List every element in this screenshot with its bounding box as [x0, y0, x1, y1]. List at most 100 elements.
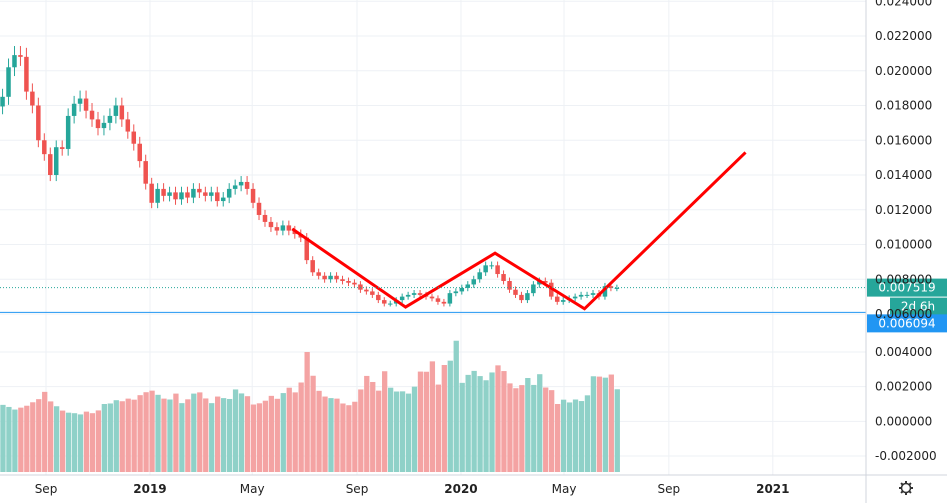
candle-body: [185, 192, 190, 198]
volume-bar: [12, 409, 18, 472]
w-pattern-drawing[interactable]: [291, 151, 747, 311]
candle-body: [0, 96, 5, 107]
candle-body: [131, 131, 137, 144]
volume-bar: [191, 393, 197, 472]
candle-body: [143, 161, 148, 184]
countdown-label: 2d 6h: [901, 300, 935, 314]
volume-bar: [364, 375, 370, 472]
volume-bar: [268, 395, 274, 472]
candle-body: [453, 291, 459, 294]
candle-body: [429, 296, 435, 299]
volume-bar: [596, 376, 603, 472]
volume-bar: [447, 360, 453, 472]
candle-body: [95, 119, 101, 129]
candle-body: [477, 272, 482, 280]
volume-bar: [83, 411, 90, 472]
candle-body: [513, 289, 518, 295]
volume-bar: [525, 378, 531, 472]
volume-bar: [322, 396, 328, 472]
volume-bar: [346, 405, 352, 472]
gear-icon[interactable]: [899, 481, 913, 495]
volume-bar: [358, 389, 364, 472]
volume-bar: [77, 414, 84, 472]
candle-body: [149, 183, 154, 203]
volume-bar: [417, 371, 424, 472]
candle-body: [107, 115, 113, 123]
candle-body: [316, 272, 321, 276]
volume-bar: [59, 410, 66, 472]
price-tick-label: 0.010000: [875, 238, 932, 252]
candle-body: [6, 67, 11, 97]
volume-bar: [614, 389, 620, 472]
candle-body: [36, 105, 41, 141]
volume-bar: [48, 401, 54, 472]
volume-bar: [501, 371, 507, 472]
candle-body: [405, 294, 411, 297]
volume-bar: [387, 387, 394, 472]
volume-bar: [244, 396, 251, 472]
volume-bar: [429, 361, 436, 472]
volume-bar: [256, 403, 263, 472]
candle-body: [155, 188, 160, 203]
price-tick-label: 0.006000: [875, 307, 932, 321]
candle-body: [417, 293, 423, 295]
volume-bars: [0, 340, 620, 472]
candle-body: [328, 275, 333, 280]
candle-body: [459, 287, 465, 292]
candle-body: [364, 289, 369, 292]
volume-bar: [95, 410, 102, 472]
volume-bar: [179, 403, 185, 472]
volume-bar: [203, 398, 209, 472]
candle-body: [268, 221, 274, 228]
volume-bar: [53, 406, 60, 472]
volume-bar: [549, 390, 555, 472]
candle-body: [411, 293, 417, 295]
volume-bar: [286, 387, 292, 472]
candle-body: [507, 280, 512, 290]
candle-body: [232, 185, 238, 189]
volume-bar: [328, 398, 334, 472]
volume-bar: [519, 385, 525, 472]
volume-bar: [513, 388, 519, 472]
volume-bar: [131, 399, 137, 472]
volume-bar: [238, 393, 245, 472]
volume-bar: [560, 399, 567, 472]
time-tick-label: May: [552, 482, 577, 496]
last-price-label: 0.007519: [878, 281, 935, 295]
volume-bar: [405, 393, 412, 472]
candle-body: [358, 284, 363, 290]
volume-tick-label: 0.000000: [875, 414, 932, 428]
candle-body: [101, 122, 107, 129]
price-tick-label: 0.022000: [875, 29, 932, 43]
volume-bar: [423, 371, 430, 472]
candle-body: [286, 225, 292, 231]
volume-bar: [608, 374, 614, 472]
volume-tick-label: 0.004000: [875, 345, 932, 359]
volume-bar: [262, 400, 269, 472]
volume-bar: [566, 402, 573, 472]
candle-body: [471, 279, 476, 285]
candle-body: [18, 55, 23, 57]
candle-body: [137, 143, 142, 162]
candle-body: [483, 265, 488, 273]
volume-bar: [602, 377, 608, 472]
candle-body: [65, 115, 71, 149]
volume-bar: [36, 399, 42, 472]
volume-bar: [30, 402, 36, 472]
candle-body: [83, 98, 89, 111]
candlesticks: [0, 46, 620, 307]
candle-body: [310, 260, 315, 273]
volume-bar: [507, 383, 513, 472]
volume-bar: [18, 407, 24, 472]
candle-body: [119, 105, 125, 120]
candle-body: [441, 301, 447, 304]
volume-bar: [435, 384, 441, 472]
volume-bar: [554, 404, 561, 472]
candle-body: [48, 154, 53, 175]
candle-body: [602, 286, 608, 297]
candle-body: [203, 192, 208, 196]
w-pattern-line[interactable]: [291, 151, 747, 311]
